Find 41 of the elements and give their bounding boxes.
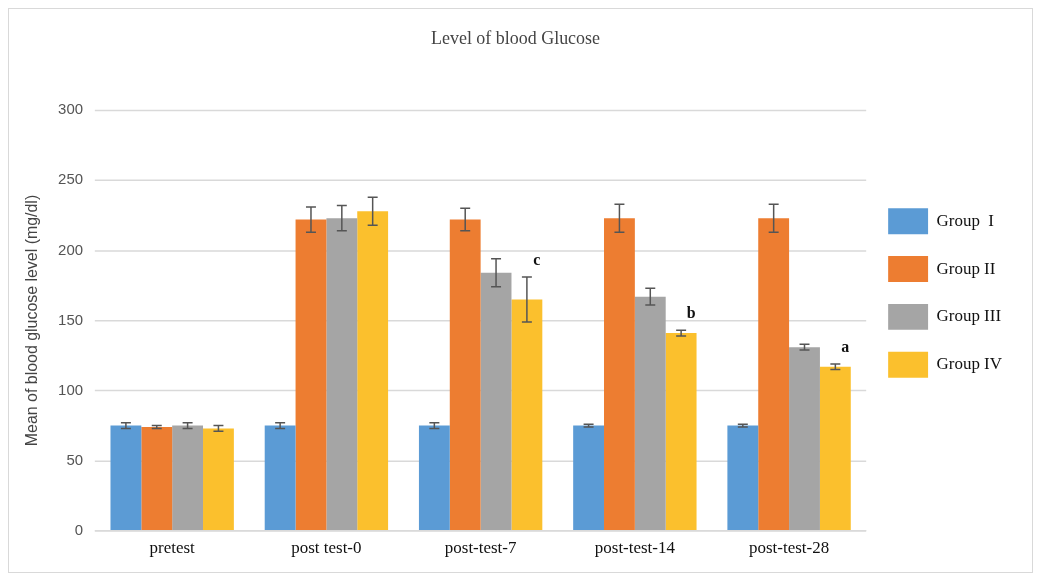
legend-label: Group II	[936, 258, 996, 278]
y-tick-label: 150	[58, 310, 84, 328]
x-tick-label: pretest	[149, 538, 196, 558]
bar	[203, 428, 234, 530]
bar	[326, 218, 358, 530]
bar	[511, 299, 543, 530]
y-tick-label: 300	[58, 100, 84, 118]
bar	[634, 296, 666, 530]
bar	[727, 425, 759, 530]
legend-label: Group IV	[936, 354, 1003, 374]
annotation: a	[841, 338, 850, 356]
x-tick-label: post test-0	[291, 538, 362, 558]
bar	[480, 272, 512, 530]
bar	[141, 427, 173, 530]
annotation: b	[686, 304, 696, 322]
y-tick-label: 100	[58, 380, 84, 398]
bar	[110, 425, 142, 530]
bar	[295, 219, 327, 530]
y-tick-label: 250	[58, 170, 84, 188]
chart-title: Level of blood Glucose	[431, 28, 601, 49]
bar	[789, 347, 820, 530]
legend-label: Group I	[936, 210, 995, 230]
x-tick-label: post-test-28	[749, 538, 830, 558]
bar	[573, 425, 605, 530]
bar	[418, 425, 450, 530]
bar	[449, 219, 481, 530]
bar	[264, 425, 296, 530]
bar	[604, 218, 635, 530]
y-tick-label: 200	[58, 240, 84, 258]
annotation: c	[533, 251, 541, 269]
bar	[758, 218, 790, 530]
bar	[665, 333, 697, 530]
bar	[172, 425, 204, 530]
y-tick-label: 50	[66, 450, 84, 468]
bar	[819, 366, 851, 530]
legend-label: Group III	[936, 306, 1002, 326]
x-tick-label: post-test-14	[594, 538, 676, 558]
y-tick-label: 0	[74, 520, 84, 538]
bar	[357, 211, 389, 530]
x-tick-label: post-test-7	[444, 538, 517, 558]
y-axis-title: Mean of blood glucose level (mg/dl)	[22, 194, 40, 447]
